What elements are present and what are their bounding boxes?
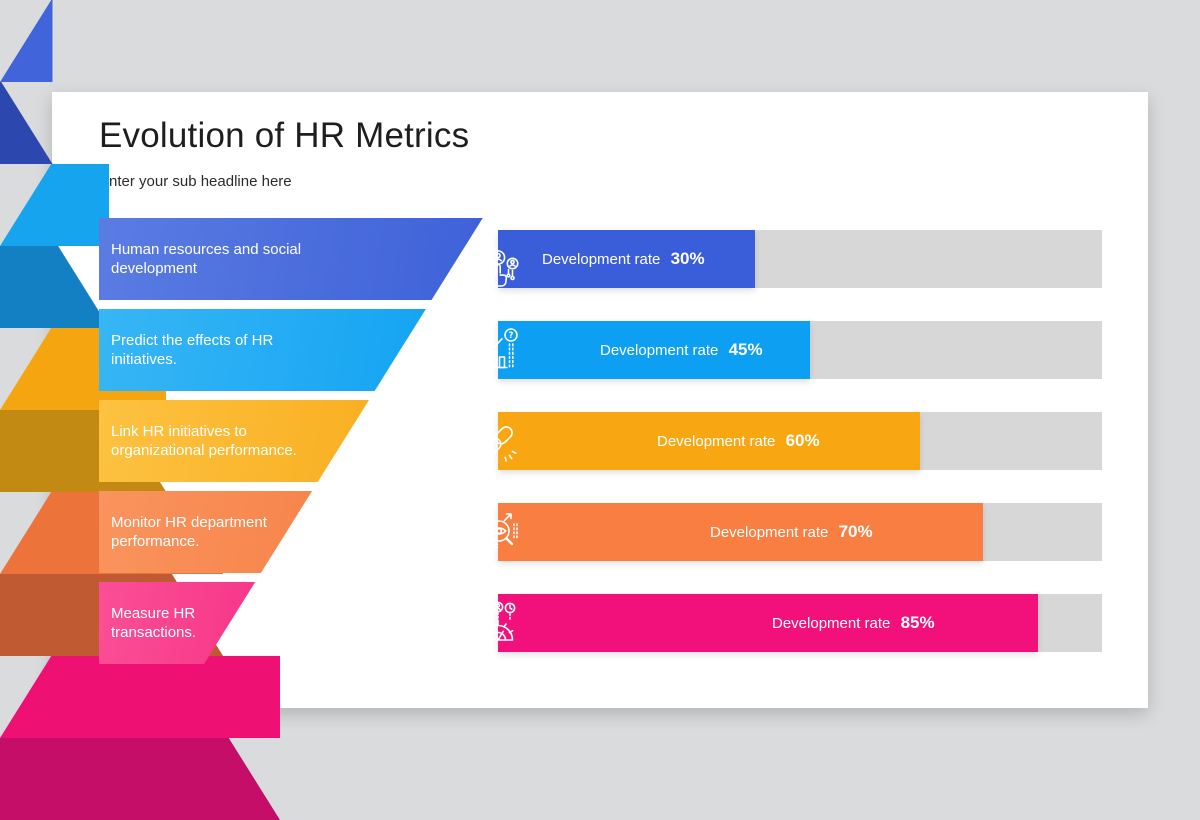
- link-icon: [474, 417, 522, 465]
- pyramid-segment-light: [0, 0, 53, 82]
- measure-transactions-icon: $: [474, 599, 522, 647]
- rate-bar: Development rate 45%: [498, 321, 810, 379]
- rate-bar: Development rate 85%: [498, 594, 1038, 652]
- rate-value: 85%: [900, 613, 935, 632]
- rate-bar: Development rate 60%: [498, 412, 920, 470]
- rate-label: Development rate: [600, 341, 723, 359]
- level-label: Measure HR transactions.: [111, 605, 197, 641]
- level-label: Human resources and social development: [111, 241, 302, 277]
- page-title: Evolution of HR Metrics: [99, 116, 470, 155]
- rate-label: Development rate: [772, 614, 895, 632]
- rate-value: 60%: [785, 431, 820, 450]
- rate-value: 70%: [838, 522, 873, 541]
- hr-people-icon: [474, 247, 522, 295]
- level-label: Monitor HR department performance.: [111, 514, 267, 550]
- level-label-bar: Human resources and social development: [99, 218, 483, 300]
- rate-bar: Development rate 30%: [498, 230, 755, 288]
- slide: Evolution of HR Metrics Enter your sub h…: [0, 0, 1148, 820]
- pyramid-segment-dark: [0, 82, 53, 164]
- rate-bar: Development rate 70%: [498, 503, 983, 561]
- svg-text:?: ?: [509, 331, 514, 341]
- svg-text:$: $: [483, 604, 488, 613]
- level-label: Link HR initiatives to organizational pe…: [111, 423, 297, 459]
- pyramid-segment-light: [0, 164, 110, 246]
- rate-label: Development rate: [710, 523, 833, 541]
- rate-value: 30%: [670, 249, 705, 268]
- rate-label: Development rate: [657, 432, 780, 450]
- pyramid-segment-dark: [0, 738, 280, 820]
- rate-value: 45%: [728, 340, 763, 359]
- level-label: Predict the effects of HR initiatives.: [111, 332, 274, 368]
- level-label-bar: Link HR initiatives to organizational pe…: [99, 400, 369, 482]
- level-label-bar: Measure HR transactions.: [99, 582, 256, 664]
- page-subtitle: Enter your sub headline here: [99, 173, 292, 190]
- level-label-bar: Predict the effects of HR initiatives.: [99, 309, 426, 391]
- pyramid-segment-light: [0, 656, 280, 738]
- monitor-icon: [474, 508, 522, 556]
- prediction-chart-icon: ?: [474, 326, 522, 374]
- rate-label: Development rate: [542, 250, 665, 268]
